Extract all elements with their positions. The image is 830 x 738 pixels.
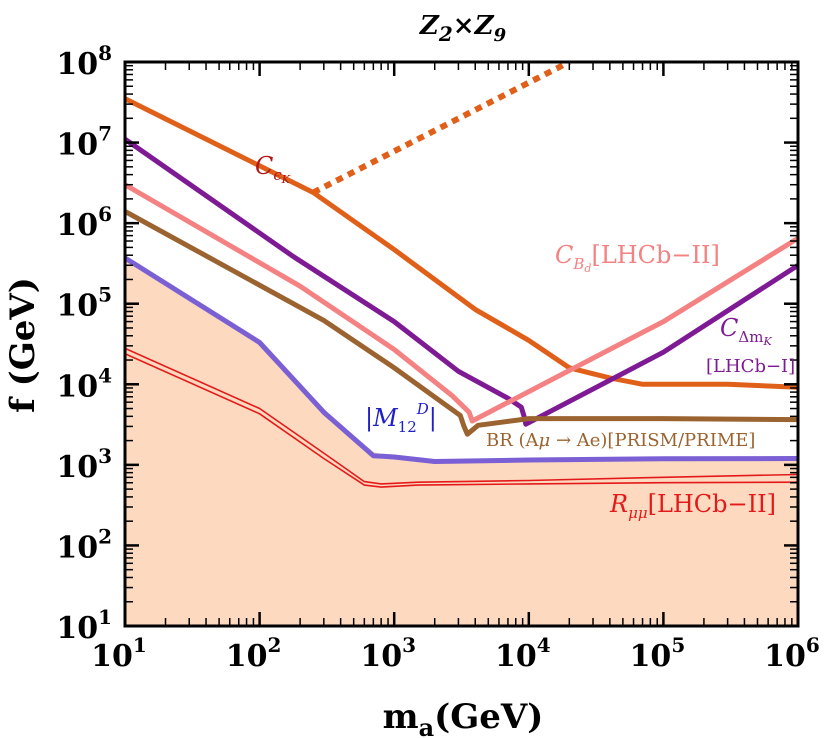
series-br-a-ae-prism-prime bbox=[125, 209, 798, 437]
x-tick-label: 106 bbox=[764, 633, 820, 674]
x-tick-labels: 101 102 103 104 105 106 bbox=[91, 633, 820, 674]
svg-text:CBd[LHCb−II]: CBd[LHCb−II] bbox=[555, 241, 720, 275]
x-tick-label: 102 bbox=[226, 633, 282, 674]
svg-text:BR (Aμ → Ae)[PRISM/PRIME]: BR (Aμ → Ae)[PRISM/PRIME] bbox=[486, 430, 755, 451]
chart-title: Z2×Z9 bbox=[419, 11, 507, 46]
svg-text:CΔmK: CΔmK bbox=[720, 314, 772, 348]
y-tick-label: 102 bbox=[56, 524, 112, 565]
y-tick-label: 103 bbox=[56, 444, 112, 485]
series-c-m-k-lhcb-i bbox=[125, 137, 798, 427]
series-r-lhcb-ii-upper bbox=[125, 347, 798, 485]
y-tick-label: 101 bbox=[56, 605, 112, 646]
excluded-region bbox=[125, 255, 798, 626]
series-r-lhcb-ii-lower bbox=[125, 352, 798, 488]
label-br: BR (Aμ → Ae)[PRISM/PRIME] bbox=[486, 430, 755, 451]
y-axis-title: f (GeV) bbox=[3, 277, 43, 413]
label-m12d: |M12D| bbox=[365, 400, 437, 436]
y-tick-labels: 101 102 103 104 105 106 107 108 bbox=[56, 41, 112, 646]
x-tick-label: 105 bbox=[630, 633, 686, 674]
series-c-b-d-lhcb-ii bbox=[125, 182, 798, 424]
y-tick-label: 104 bbox=[56, 363, 112, 404]
plot-area bbox=[125, 255, 798, 626]
x-tick-label: 104 bbox=[495, 633, 551, 674]
x-axis-title: ma(GeV) bbox=[383, 697, 544, 738]
svg-text:|M12D|: |M12D| bbox=[365, 400, 437, 436]
svg-text:[LHCb−I]: [LHCb−I] bbox=[706, 356, 795, 377]
plot-curves bbox=[125, 62, 798, 488]
y-tick-label: 106 bbox=[56, 202, 112, 243]
plot-frame bbox=[123, 60, 800, 628]
label-c-epsilon-k: CϵK bbox=[255, 152, 291, 186]
svg-text:Rμμ[LHCb−II]: Rμμ[LHCb−II] bbox=[609, 490, 776, 522]
y-tick-label: 107 bbox=[56, 122, 112, 163]
label-c-delta-mk: CΔmK [LHCb−I] bbox=[706, 314, 795, 377]
series-c-k-projection bbox=[311, 62, 571, 196]
label-r-mumu: Rμμ[LHCb−II] bbox=[609, 490, 776, 522]
y-tick-label: 108 bbox=[56, 41, 112, 82]
label-c-bd: CBd[LHCb−II] bbox=[555, 241, 720, 275]
svg-text:CϵK: CϵK bbox=[255, 152, 291, 186]
x-tick-label: 101 bbox=[91, 633, 147, 674]
y-tick-label: 105 bbox=[56, 283, 112, 324]
series-c-k bbox=[125, 96, 798, 390]
x-tick-label: 103 bbox=[360, 633, 416, 674]
series-m12-d bbox=[125, 255, 798, 464]
